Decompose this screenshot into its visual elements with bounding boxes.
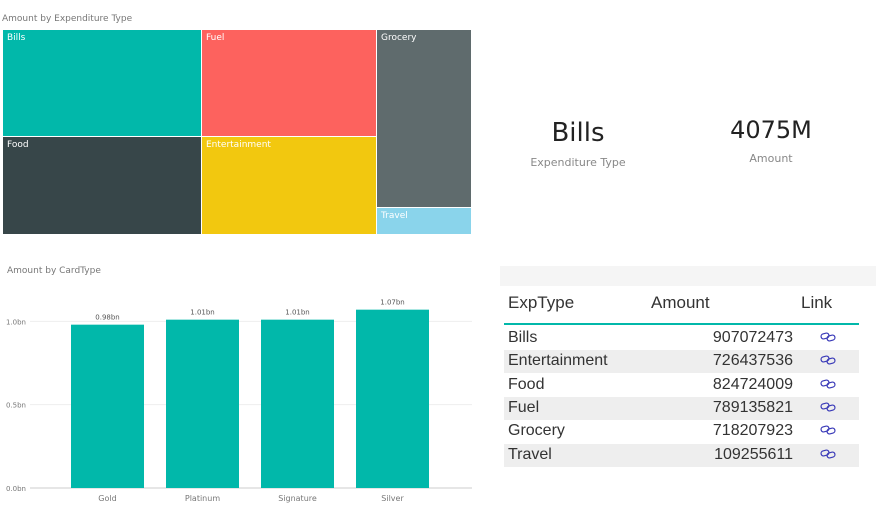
- x-tick-label: Platinum: [185, 494, 220, 503]
- treemap-tile-label: Grocery: [381, 33, 417, 43]
- bar-chart: 0.0bn 0.5bn 1.0bn 0.98bn 1.01bn 1.01bn 1.07bn…: [6, 299, 472, 503]
- bar-chart-title: Amount by CardType: [7, 266, 101, 276]
- x-tick-label: Silver: [381, 494, 404, 503]
- table-row[interactable]: Travel 109255611: [504, 443, 859, 467]
- y-tick-label: 0.0bn: [6, 485, 26, 493]
- cell-amount: 907072473: [712, 329, 793, 346]
- column-header-link[interactable]: Link: [801, 293, 833, 312]
- chain-link-icon[interactable]: [820, 330, 836, 348]
- card-value: 4075M: [730, 116, 812, 144]
- cell-amount: 789135821: [712, 398, 793, 416]
- treemap-tile-entertainment[interactable]: Entertainment: [201, 136, 377, 235]
- cell-exptype: Fuel: [508, 398, 540, 416]
- table-header-band: [500, 266, 876, 286]
- treemap-tile-label: Bills: [7, 33, 26, 43]
- cell-exptype: Grocery: [508, 422, 565, 440]
- data-label: 1.01bn: [190, 309, 214, 317]
- card-expenditure-type: Bills Expenditure Type: [478, 118, 678, 178]
- table-row[interactable]: Grocery 718207923: [504, 420, 859, 443]
- table-header-underline: [504, 323, 859, 325]
- y-tick-label: 1.0bn: [6, 318, 26, 326]
- treemap-tile-fuel[interactable]: Fuel: [201, 29, 377, 137]
- cell-exptype: Food: [508, 375, 545, 393]
- data-label: 1.01bn: [285, 309, 309, 317]
- x-tick-label: Gold: [98, 494, 116, 503]
- treemap-tile-label: Travel: [381, 211, 408, 221]
- bar-platinum[interactable]: [166, 319, 239, 488]
- cell-amount: 824724009: [712, 375, 793, 393]
- chain-link-icon[interactable]: [820, 400, 836, 418]
- chain-link-icon[interactable]: [820, 353, 836, 371]
- cell-exptype: Entertainment: [508, 352, 608, 370]
- treemap-tile-label: Fuel: [206, 33, 225, 43]
- column-header-exptype[interactable]: ExpType: [508, 293, 575, 312]
- bar-silver[interactable]: [356, 309, 429, 488]
- bar-signature[interactable]: [261, 319, 334, 488]
- treemap-tile-label: Food: [7, 140, 29, 150]
- data-label: 1.07bn: [380, 299, 404, 307]
- column-header-amount[interactable]: Amount: [651, 293, 710, 312]
- card-category-label: Expenditure Type: [530, 156, 626, 169]
- table-row[interactable]: Fuel 789135821: [504, 396, 859, 420]
- card-category-label: Amount: [749, 152, 793, 165]
- table-row[interactable]: Food 824724009: [504, 374, 859, 397]
- cell-amount: 718207923: [712, 422, 793, 440]
- cell-exptype: Bills: [508, 329, 538, 346]
- chain-link-icon[interactable]: [820, 447, 836, 465]
- treemap-title: Amount by Expenditure Type: [2, 14, 133, 24]
- cell-amount: 109255611: [714, 445, 793, 463]
- y-tick-label: 0.5bn: [6, 402, 26, 410]
- card-amount: 4075M Amount: [671, 116, 871, 176]
- data-label: 0.98bn: [95, 314, 119, 322]
- table-row[interactable]: Entertainment 726437536: [504, 350, 859, 374]
- chain-link-icon[interactable]: [820, 423, 836, 441]
- cell-amount: 726437536: [712, 352, 793, 370]
- chain-link-icon[interactable]: [820, 377, 836, 395]
- treemap-tile-bills[interactable]: Bills: [2, 29, 202, 137]
- x-tick-label: Signature: [278, 494, 317, 503]
- bar-gold[interactable]: [71, 324, 144, 488]
- cell-exptype: Travel: [508, 445, 552, 463]
- treemap-tile-travel[interactable]: Travel: [376, 207, 472, 235]
- treemap-tile-label: Entertainment: [206, 140, 271, 150]
- treemap-tile-food[interactable]: Food: [2, 136, 202, 235]
- card-value: Bills: [551, 118, 605, 148]
- treemap-tile-grocery[interactable]: Grocery: [376, 29, 472, 208]
- table-row[interactable]: Bills 907072473: [504, 327, 859, 350]
